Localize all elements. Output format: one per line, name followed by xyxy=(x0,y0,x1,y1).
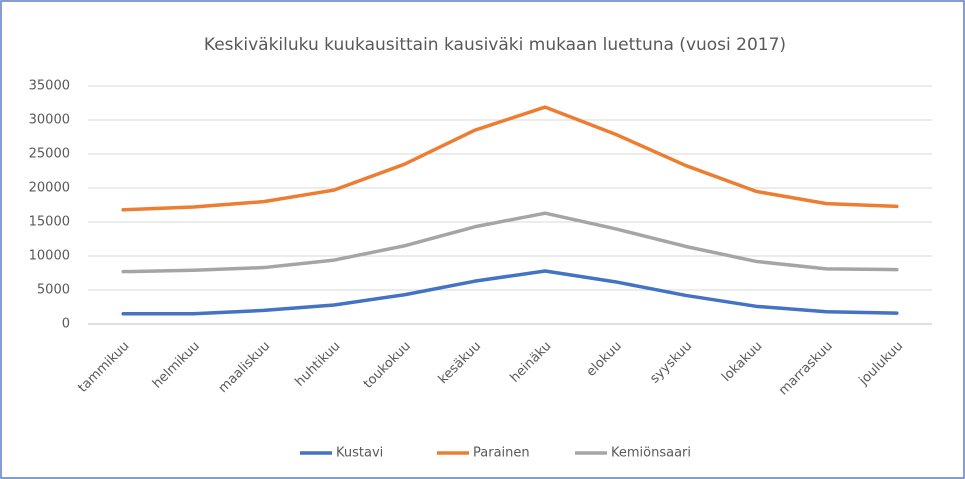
series-line xyxy=(121,269,899,316)
y-tick-label: 5000 xyxy=(37,283,70,298)
legend-label: Parainen xyxy=(473,446,530,461)
y-tick-label: 25000 xyxy=(29,147,70,162)
y-tick-label: 20000 xyxy=(29,181,70,196)
y-tick-label: 0 xyxy=(62,317,70,332)
y-tick-label: 10000 xyxy=(29,249,70,264)
chart-title: Keskiväkiluku kuukausittain kausiväki mu… xyxy=(204,35,786,55)
y-tick-label: 35000 xyxy=(29,79,70,94)
y-tick-label: 15000 xyxy=(29,215,70,230)
series-line xyxy=(121,211,899,274)
legend-label: Kustavi xyxy=(336,446,383,461)
legend-label: Kemiönsaari xyxy=(611,446,691,461)
series-line xyxy=(121,105,899,212)
y-tick-label: 30000 xyxy=(29,113,70,128)
